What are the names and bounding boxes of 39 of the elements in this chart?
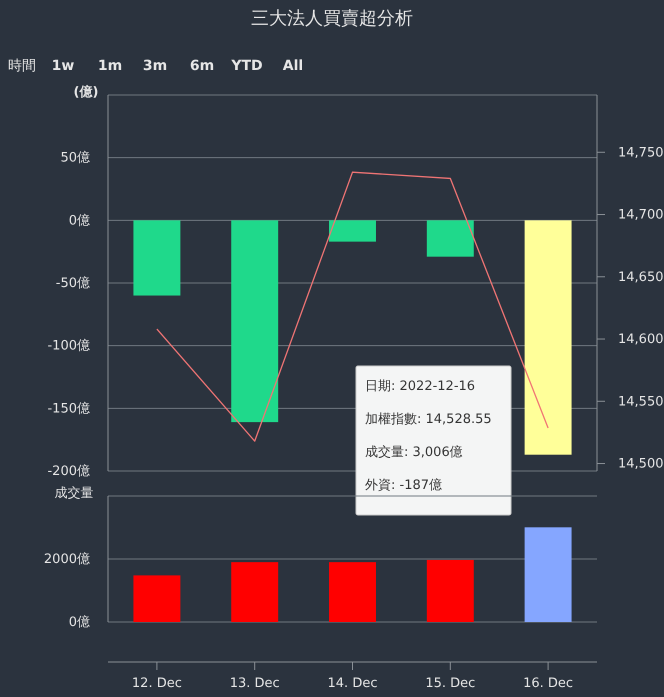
text: 1w — [52, 58, 74, 74]
y-tick-label: -50億 — [56, 276, 90, 291]
bar — [524, 527, 572, 622]
bar — [329, 562, 376, 622]
y-tick-label: 50億 — [60, 150, 90, 166]
y-tick-label: 0億 — [68, 213, 90, 228]
x-tick-label: 16. Dec — [523, 676, 574, 691]
annotation: 成交量: 3,006億 — [365, 444, 463, 460]
y-axis-title: 成交量 — [54, 485, 94, 501]
y2-tick-label: 14,650 — [618, 270, 664, 285]
x-tick-label: 13. Dec — [230, 676, 280, 691]
y2-tick-label: 14,700 — [618, 208, 664, 223]
bar — [133, 575, 180, 622]
text: 3m — [142, 58, 168, 74]
annotation: 日期: 2022-12-16 — [365, 379, 476, 394]
bar — [426, 560, 474, 622]
text: 外資: -187億 — [365, 478, 442, 493]
x-tick-label: 12. Dec — [132, 676, 182, 691]
y-tick-label: -200億 — [47, 464, 90, 479]
text: 時間 — [8, 58, 36, 74]
bar — [231, 562, 278, 622]
y2-tick-label: 14,600 — [618, 332, 664, 348]
y2-tick-label: 14,550 — [618, 394, 664, 410]
y-tick-label: -100億 — [47, 338, 90, 354]
annotation: 加權指數: 14,528.55 — [365, 412, 492, 427]
text: All — [282, 58, 304, 74]
y-tick-label: 0億 — [68, 615, 90, 630]
y2-tick-label: 14,500 — [618, 456, 664, 472]
y-tick-label: -150億 — [47, 401, 90, 416]
text: 1m — [98, 58, 122, 74]
text: YTD — [230, 58, 263, 74]
y-tick-label: 2000億 — [44, 552, 90, 567]
text: 6m — [190, 58, 214, 74]
chart-title: 三大法人買賣超分析 — [251, 8, 413, 29]
y-axis-title: (億) — [74, 84, 98, 100]
x-tick-label: 14. Dec — [328, 676, 378, 691]
x-tick-label: 15. Dec — [425, 676, 476, 691]
line-series — [156, 172, 549, 442]
y2-tick-label: 14,750 — [618, 145, 664, 160]
